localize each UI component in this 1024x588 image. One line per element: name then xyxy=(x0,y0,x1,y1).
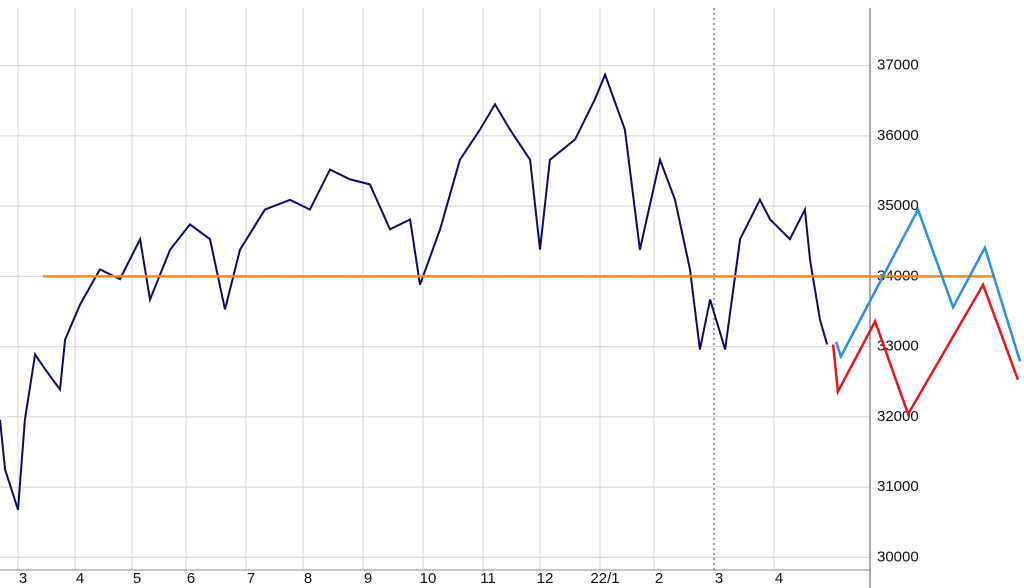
y-tick-label: 33000 xyxy=(877,338,919,355)
x-tick-label: 5 xyxy=(133,570,141,587)
x-tick-label: 2 xyxy=(655,570,663,587)
x-tick-label: 11 xyxy=(480,570,496,587)
x-tick-label: 22/1 xyxy=(590,570,619,587)
x-tick-label: 9 xyxy=(364,570,372,587)
y-tick-label: 31000 xyxy=(877,478,919,495)
x-tick-label: 8 xyxy=(304,570,312,587)
x-tick-label: 3 xyxy=(715,570,723,587)
y-tick-label: 35000 xyxy=(877,197,919,214)
x-tick-label: 12 xyxy=(537,570,554,587)
x-tick-label: 3 xyxy=(19,570,27,587)
y-tick-label: 32000 xyxy=(877,408,919,425)
x-tick-label: 4 xyxy=(76,570,84,587)
x-tick-label: 10 xyxy=(420,570,437,587)
x-tick-label: 4 xyxy=(775,570,783,587)
x-tick-label: 6 xyxy=(187,570,195,587)
price-line xyxy=(831,281,1020,418)
price-line xyxy=(834,206,1022,362)
y-tick-label: 36000 xyxy=(877,127,919,144)
y-tick-label: 37000 xyxy=(877,57,919,74)
y-tick-label: 30000 xyxy=(877,548,919,565)
x-tick-label: 7 xyxy=(247,570,255,587)
